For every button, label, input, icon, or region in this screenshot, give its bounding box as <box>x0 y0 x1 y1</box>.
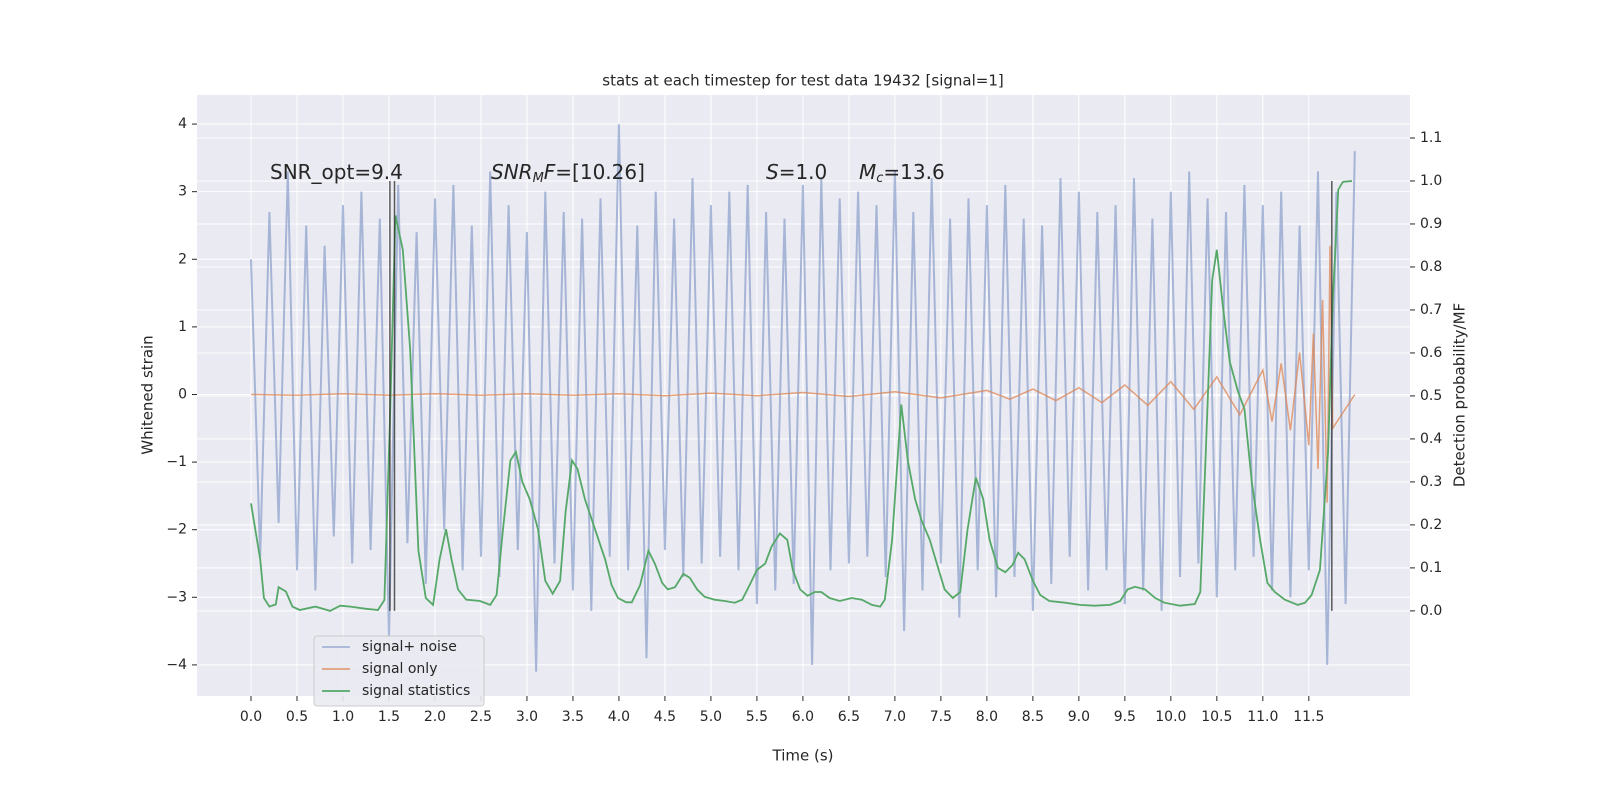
x-tick-label: 8.0 <box>976 709 998 725</box>
x-tick-label: 0.0 <box>240 709 262 725</box>
y2-tick-label: 0.9 <box>1420 216 1442 232</box>
y-tick-label: 4 <box>178 116 187 132</box>
x-axis-label: Time (s) <box>772 747 834 765</box>
y-tick-label: −2 <box>166 522 187 538</box>
x-tick-label: 9.0 <box>1068 709 1090 725</box>
y2-tick-label: 0.2 <box>1420 517 1442 533</box>
annotation-part: =1.0 <box>779 160 828 184</box>
x-tick-label: 3.5 <box>562 709 584 725</box>
x-tick-label: 4.0 <box>608 709 630 725</box>
x-tick-label: 6.5 <box>838 709 860 725</box>
y2-tick-label: 0.1 <box>1420 560 1442 576</box>
x-tick-label: 7.0 <box>884 709 906 725</box>
x-tick-label: 0.5 <box>286 709 308 725</box>
annotation-part: SNR <box>491 160 533 184</box>
annotation: SNRMF=[10.26] <box>491 160 645 186</box>
series-line <box>250 124 1356 672</box>
series-line <box>250 245 1356 503</box>
y2-tick-label: 1.1 <box>1420 130 1442 146</box>
marks <box>250 124 1356 672</box>
y2-tick-label: 0.6 <box>1420 345 1442 361</box>
x-tick-label: 6.0 <box>792 709 814 725</box>
x-tick-label: 8.5 <box>1022 709 1044 725</box>
annotation-part: M <box>533 171 544 186</box>
series-line <box>250 180 1353 612</box>
annotation-part: S <box>766 160 779 184</box>
y-tick-label: −3 <box>166 589 187 605</box>
annotation-part: =13.6 <box>883 160 944 184</box>
x-tick-label: 11.5 <box>1293 709 1324 725</box>
annotation-part: M <box>859 160 876 184</box>
legend-box <box>313 635 485 707</box>
x-tick-label: 2.0 <box>424 709 446 725</box>
y-axis-label: Whitened strain <box>139 335 157 454</box>
y2-tick-label: 0.8 <box>1420 259 1442 275</box>
y-tick-label: 1 <box>178 319 187 335</box>
legend-label: signal+ noise <box>362 639 457 655</box>
annotation-part: SNR_opt=9.4 <box>270 160 403 184</box>
x-tick-label: 5.5 <box>746 709 768 725</box>
x-tick-label: 11.0 <box>1247 709 1278 725</box>
x-tick-label: 2.5 <box>470 709 492 725</box>
x-tick-label: 1.5 <box>378 709 400 725</box>
chart-title: stats at each timestep for test data 194… <box>602 72 1003 90</box>
annotation: SNR_opt=9.4 <box>270 160 403 184</box>
legend-label: signal statistics <box>362 683 470 699</box>
annotation: Mc=13.6 <box>859 160 945 186</box>
x-tick-label: 10.0 <box>1155 709 1186 725</box>
y2-tick-label: 0.3 <box>1420 474 1442 490</box>
y2-tick-label: 0.7 <box>1420 302 1442 318</box>
legend: signal+ noise signal only signal statistic… <box>313 635 485 707</box>
y-tick-label: −4 <box>166 657 187 673</box>
x-tick-label: 5.0 <box>700 709 722 725</box>
annotation-part: =[10.26] <box>555 160 645 184</box>
y2-tick-label: 1.0 <box>1420 173 1442 189</box>
x-tick-label: 7.5 <box>930 709 952 725</box>
x-tick-label: 1.0 <box>332 709 354 725</box>
y2-axis-label: Detection probability/MF <box>1451 303 1469 487</box>
x-tick-label: 4.5 <box>654 709 676 725</box>
annotation-part: F <box>544 160 556 184</box>
y-tick-label: 0 <box>178 386 187 402</box>
x-tick-label: 10.5 <box>1201 709 1232 725</box>
annotation-part: c <box>876 171 883 186</box>
x-tick-label: 9.5 <box>1114 709 1136 725</box>
annotation: S=1.0 <box>766 160 827 184</box>
y2-tick-label: 0.5 <box>1420 388 1442 404</box>
y2-tick-label: 0.0 <box>1420 603 1442 619</box>
y-tick-label: 2 <box>178 251 187 267</box>
x-tick-label: 3.0 <box>516 709 538 725</box>
y-tick-label: −1 <box>166 454 187 470</box>
legend-label: signal only <box>362 661 437 677</box>
y-tick-label: 3 <box>178 184 187 200</box>
y2-tick-label: 0.4 <box>1420 431 1442 447</box>
